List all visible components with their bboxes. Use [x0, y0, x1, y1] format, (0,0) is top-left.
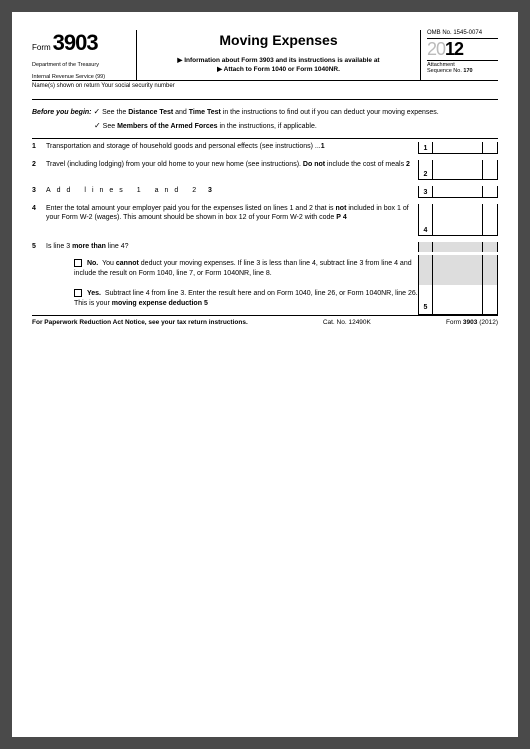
subtitle-attach: ▶ Attach to Form 1040 or Form 1040NR.: [141, 65, 416, 74]
dept-irs: Internal Revenue Service (99): [32, 74, 130, 80]
omb-number: OMB No. 1545-0074: [427, 30, 498, 39]
line5-amount[interactable]: [432, 285, 482, 315]
line2-amount[interactable]: [432, 160, 482, 180]
line4-amount[interactable]: [432, 204, 482, 236]
line3-cents[interactable]: [482, 186, 498, 198]
form-title: Moving Expenses: [141, 32, 416, 48]
before-label: Before you begin:: [32, 109, 92, 116]
line5-shade: [418, 242, 432, 252]
form-word: Form: [32, 43, 51, 52]
line4-numcell: 4: [418, 204, 432, 236]
line4-cents[interactable]: [482, 204, 498, 236]
line5-cents[interactable]: [482, 285, 498, 315]
line5-shade-amt: [432, 242, 482, 252]
paperwork-notice: For Paperwork Reduction Act Notice, see …: [32, 319, 248, 326]
line5-numcell: 5: [418, 285, 432, 315]
line2-numcell: 2: [418, 160, 432, 180]
header-center: Moving Expenses ▶ Information about Form…: [137, 30, 420, 80]
line-1: 1 Transportation and storage of househol…: [32, 139, 498, 157]
check-icon: ✓: [93, 107, 100, 116]
year-century: 20: [427, 39, 445, 59]
check-icon: ✓: [94, 121, 101, 130]
line1-amount[interactable]: [432, 142, 482, 154]
line1-numcell: 1: [418, 142, 432, 154]
name-ssn-row[interactable]: Name(s) shown on return Your social secu…: [32, 81, 498, 100]
checkbox-yes[interactable]: [74, 289, 82, 297]
line3-numcell: 3: [418, 186, 432, 198]
line-5-yes: Yes. Subtract line 4 from line 3. Enter …: [32, 285, 498, 315]
line-5-question-row: 5 Is line 3 more than line 4?: [32, 239, 498, 255]
before-you-begin: Before you begin: ✓ See the Distance Tes…: [32, 100, 498, 139]
form-lines: 1 Transportation and storage of househol…: [32, 139, 498, 315]
tax-year: 2012: [427, 39, 498, 60]
line2-cents[interactable]: [482, 160, 498, 180]
footer: For Paperwork Reduction Act Notice, see …: [32, 315, 498, 326]
line-2: 2 Travel (including lodging) from your o…: [32, 157, 498, 183]
checkbox-no[interactable]: [74, 259, 82, 267]
dept-treasury: Department of the Treasury: [32, 62, 130, 68]
year-yy: 12: [445, 39, 463, 59]
line3-amount[interactable]: [432, 186, 482, 198]
form-number: 3903: [53, 30, 98, 55]
line5-shade-cents: [482, 242, 498, 252]
form-ref: Form 3903 (2012): [446, 319, 498, 326]
header-right: OMB No. 1545-0074 2012 Attachment Sequen…: [420, 30, 498, 80]
header: Form 3903 Department of the Treasury Int…: [32, 30, 498, 81]
subtitle-info: ▶ Information about Form 3903 and its in…: [141, 56, 416, 65]
line-5-no: No. You cannot deduct your moving expens…: [32, 255, 498, 285]
header-left: Form 3903 Department of the Treasury Int…: [32, 30, 137, 80]
form-page: Form 3903 Department of the Treasury Int…: [12, 12, 518, 737]
line-3: 3 Add lines 1 and 2 3 3: [32, 183, 498, 201]
line-4: 4 Enter the total amount your employer p…: [32, 201, 498, 239]
attachment-seq: Attachment Sequence No. 170: [427, 60, 498, 74]
line1-cents[interactable]: [482, 142, 498, 154]
catalog-number: Cat. No. 12490K: [323, 319, 371, 326]
